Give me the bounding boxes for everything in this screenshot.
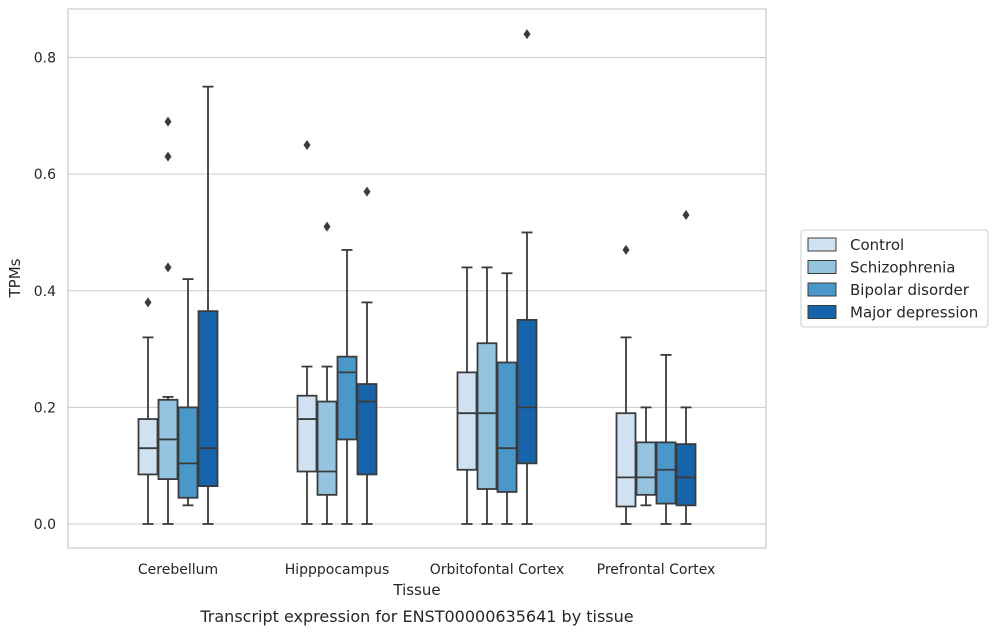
iqr-box [316,400,338,496]
legend-swatch [807,305,837,319]
box-schizophrenia [157,116,179,525]
outlier-point [523,29,531,40]
box-control [456,266,478,525]
iqr-box [635,441,657,496]
legend: Control Schizophrenia Bipolar disorder Majo… [800,229,989,328]
legend-swatch [807,282,837,297]
outlier-point [622,244,630,255]
y-tick-label: 0.8 [34,51,56,67]
outlier-point [323,221,331,232]
x-tick-label: Cerebellum [138,562,218,578]
box-bipolar-disorder [177,278,199,507]
box-major-depression [675,209,697,525]
x-axis-ticks: Cerebellum Hipppocampus Orbitofontal Corte… [138,562,715,578]
y-tick-label: 0.4 [34,284,56,300]
outlier-point [144,297,152,308]
legend-swatch [807,237,837,252]
legend-label: Major depression [850,304,978,322]
iqr-box [336,355,358,441]
y-axis-ticks: 0.0 0.2 0.4 0.6 0.8 [34,51,56,534]
legend-swatch [807,260,837,274]
x-axis-label: Tissue [392,581,440,599]
box-major-depression [197,85,219,525]
outlier-point [164,262,172,273]
box-schizophrenia [316,221,338,525]
iqr-box [197,310,219,487]
box-control [615,244,637,525]
box-bipolar-disorder [336,249,358,525]
iqr-box [615,412,637,508]
box-schizophrenia [476,266,498,525]
chart-caption: Transcript expression for ENST0000063564… [199,607,633,626]
y-tick-label: 0.0 [34,517,56,533]
iqr-box [476,342,498,490]
x-tick-label: Prefrontal Cortex [597,562,716,578]
box-bipolar-disorder [655,353,677,525]
box-control [137,297,159,525]
iqr-box [296,394,318,473]
x-tick-label: Hipppocampus [285,562,390,578]
iqr-box [456,371,478,471]
box-schizophrenia [635,406,657,507]
box-control [296,139,318,525]
plot-frame [67,8,767,549]
box-major-depression [516,29,538,525]
iqr-box [655,441,677,505]
iqr-box [137,418,159,476]
legend-label: Bipolar disorder [850,281,970,299]
outlier-point [164,151,172,162]
x-tick-label: Orbitofontal Cortex [430,562,565,578]
outlier-point [303,139,311,150]
y-tick-label: 0.6 [34,167,56,183]
outlier-point [164,116,172,127]
legend-label: Schizophrenia [850,259,955,277]
iqr-box [516,319,538,465]
box-bipolar-disorder [496,272,518,525]
outlier-point [682,209,690,220]
legend-label: Control [850,236,904,254]
legend-frame [800,229,989,328]
iqr-box [177,406,199,499]
box-groups [137,29,697,525]
y-tick-label: 0.2 [34,400,56,416]
iqr-box [356,383,378,476]
y-axis-label: TPMs [6,258,24,298]
box-major-depression [356,186,378,525]
outlier-point [363,186,371,197]
iqr-box [496,361,518,493]
iqr-box [675,443,697,507]
